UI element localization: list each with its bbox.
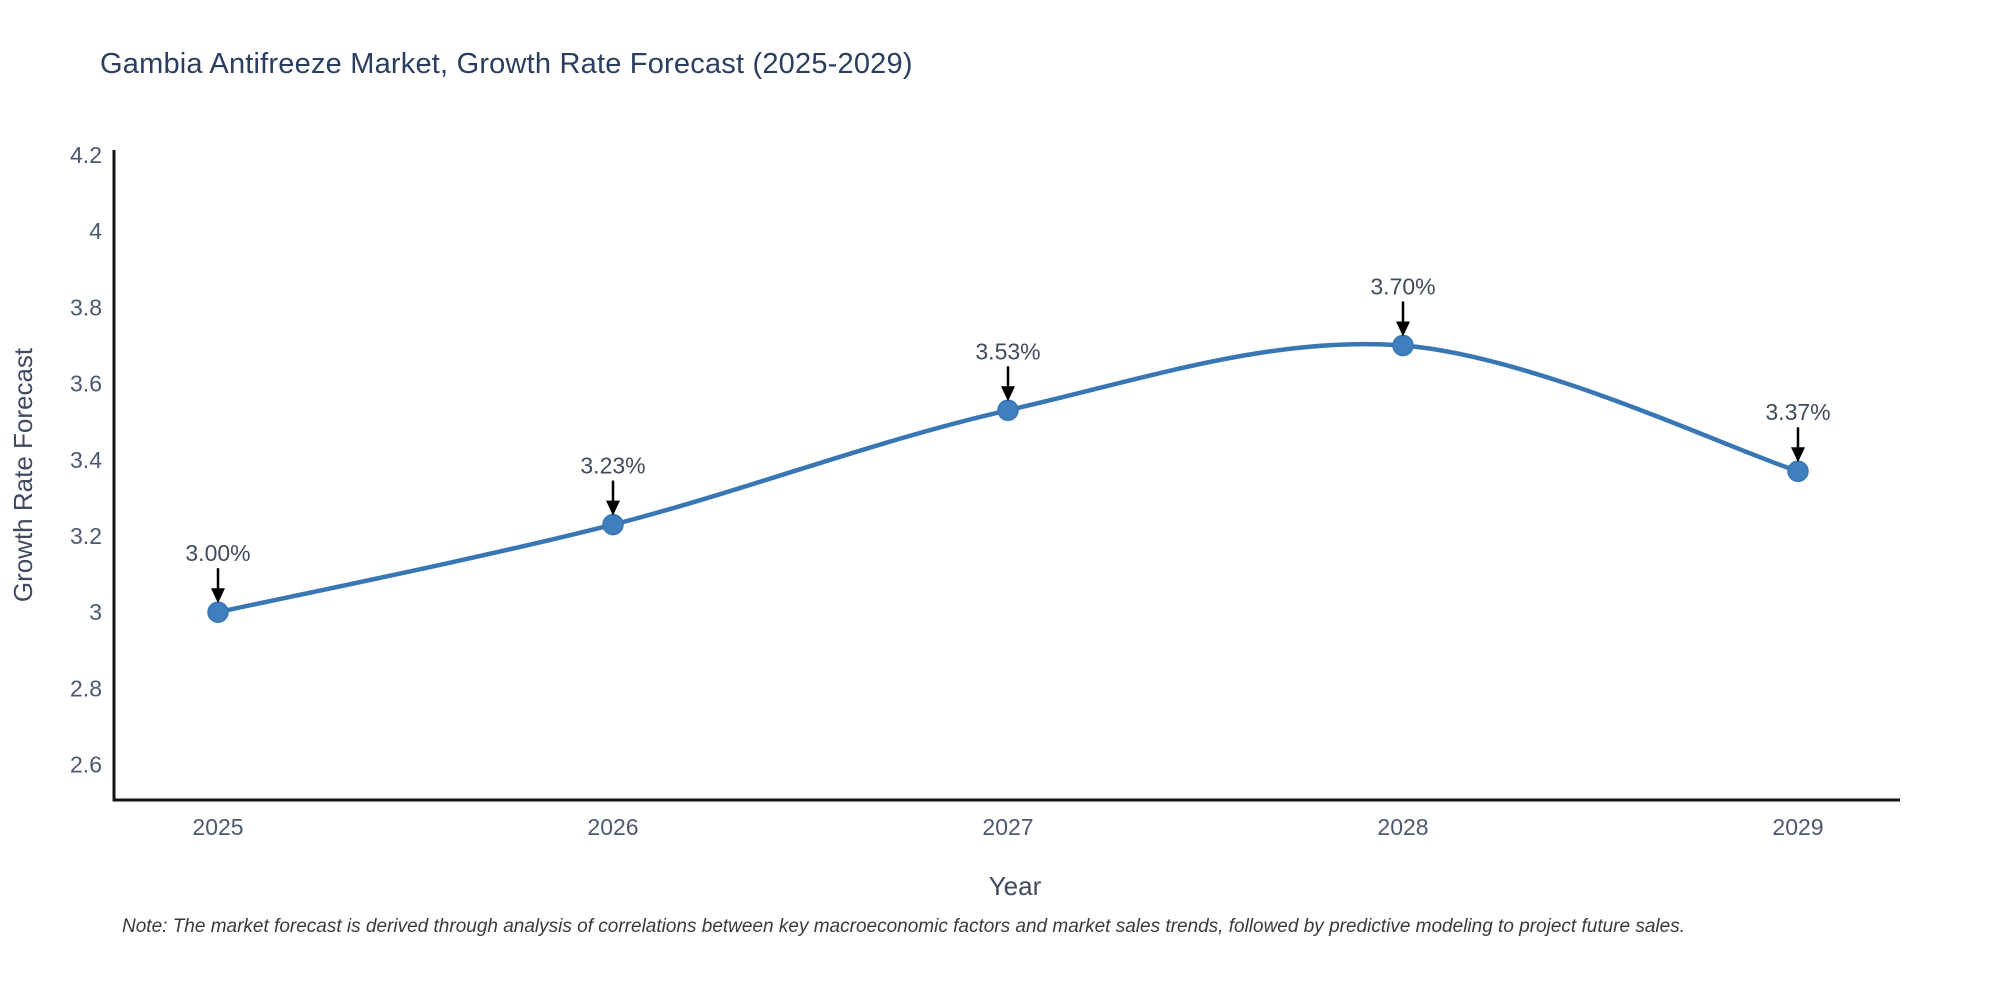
data-point-label: 3.70%: [1370, 274, 1435, 300]
chart-footnote: Note: The market forecast is derived thr…: [122, 916, 1685, 937]
x-tick-label: 2027: [982, 814, 1033, 840]
chart-title: Gambia Antifreeze Market, Growth Rate Fo…: [100, 48, 913, 80]
data-point-label: 3.37%: [1765, 399, 1830, 425]
y-tick-label: 4.2: [70, 142, 102, 168]
data-point-label: 3.53%: [975, 338, 1040, 364]
data-point-label: 3.00%: [185, 540, 250, 566]
data-point-marker[interactable]: [1392, 334, 1414, 357]
annotation-arrow-head: [1791, 447, 1805, 463]
annotation-arrow-head: [1396, 321, 1410, 337]
data-point-label: 3.23%: [580, 453, 645, 479]
data-point-marker[interactable]: [1787, 460, 1809, 482]
y-axis-title: Growth Rate Forecast: [8, 347, 38, 602]
y-tick-label: 2.8: [70, 675, 102, 701]
annotation-arrow-head: [211, 588, 225, 604]
x-tick-label: 2026: [587, 814, 638, 840]
annotation-arrow-head: [606, 500, 620, 516]
x-tick-label: 2025: [192, 814, 243, 840]
data-point-marker[interactable]: [602, 513, 624, 536]
x-axis-title: Year: [989, 871, 1042, 901]
annotation-arrow-head: [1001, 386, 1015, 402]
y-tick-label: 3: [89, 599, 102, 625]
y-tick-label: 4: [89, 218, 102, 244]
x-tick-label: 2029: [1772, 814, 1823, 840]
y-tick-label: 2.6: [70, 752, 102, 778]
data-point-marker[interactable]: [207, 601, 229, 623]
y-tick-label: 3.8: [70, 294, 102, 320]
y-tick-label: 3.4: [70, 447, 102, 473]
y-tick-label: 3.2: [70, 523, 102, 549]
x-tick-label: 2028: [1377, 814, 1428, 840]
y-tick-label: 3.6: [70, 371, 102, 397]
data-point-marker[interactable]: [997, 399, 1019, 422]
